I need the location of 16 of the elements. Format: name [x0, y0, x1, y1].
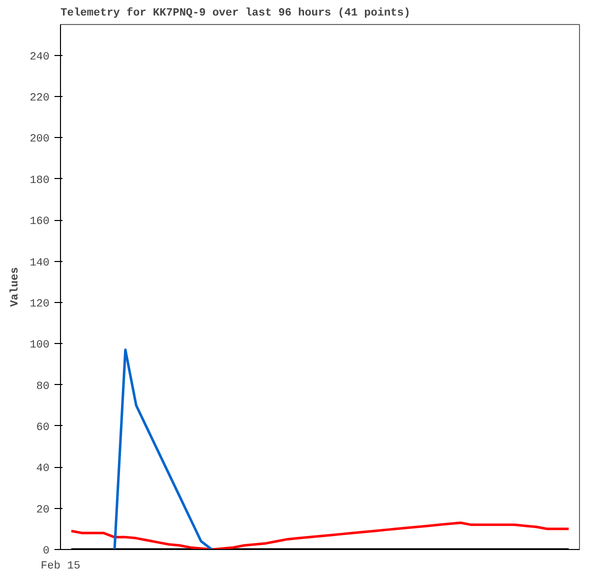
y-tick-label: 0: [42, 546, 50, 558]
chart-title: Telemetry for KK7PNQ-9 over last 96 hours (41 points): [60, 6, 410, 20]
y-tick-label: 160: [30, 216, 50, 228]
y-tick-label: 220: [30, 92, 50, 105]
y-axis-title: Values: [10, 267, 22, 307]
y-tick-label: 20: [36, 504, 50, 516]
y-tick-label: 60: [36, 422, 50, 434]
y-tick-label: 100: [30, 340, 50, 352]
y-tick-label: 180: [30, 174, 50, 187]
y-tick-label: 40: [36, 463, 50, 476]
y-tick-label: 120: [30, 298, 50, 310]
y-tick-label: 140: [30, 257, 50, 270]
x-tick-label: Feb 15: [40, 560, 80, 572]
y-tick-label: 240: [30, 51, 50, 64]
y-tick-label: 80: [36, 380, 50, 393]
y-tick-label: 200: [30, 134, 50, 146]
